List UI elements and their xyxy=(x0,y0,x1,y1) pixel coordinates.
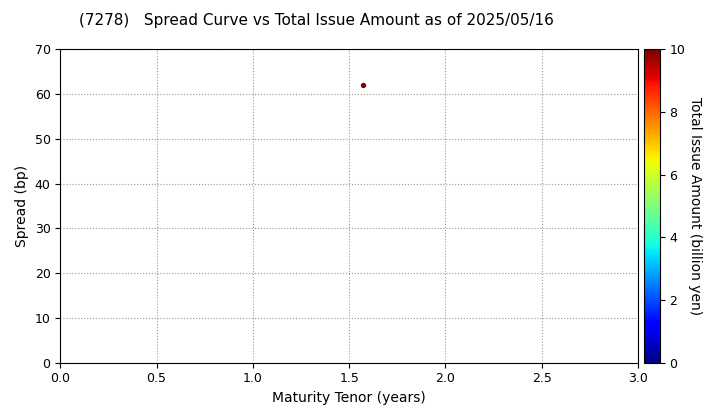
Text: (7278)   Spread Curve vs Total Issue Amount as of 2025/05/16: (7278) Spread Curve vs Total Issue Amoun… xyxy=(79,13,554,28)
Point xyxy=(357,82,369,89)
Y-axis label: Spread (bp): Spread (bp) xyxy=(15,165,29,247)
X-axis label: Maturity Tenor (years): Maturity Tenor (years) xyxy=(272,391,426,405)
Y-axis label: Total Issue Amount (billion yen): Total Issue Amount (billion yen) xyxy=(688,97,702,315)
